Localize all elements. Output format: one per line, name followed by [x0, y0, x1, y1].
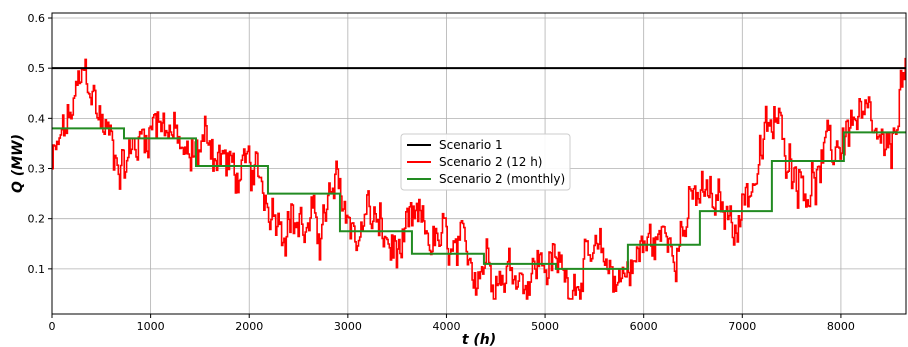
y-tick-label: 0.5 — [28, 62, 46, 75]
x-tick-label: 3000 — [334, 320, 362, 333]
x-axis-label: t (h) — [462, 332, 496, 347]
x-tick-label: 6000 — [630, 320, 658, 333]
y-tick-label: 0.6 — [28, 12, 46, 25]
x-tick-label: 2000 — [235, 320, 263, 333]
x-tick-label: 7000 — [728, 320, 756, 333]
x-tick-label: 0 — [49, 320, 56, 333]
y-tick-label: 0.1 — [28, 263, 46, 276]
y-tick-label: 0.4 — [28, 112, 46, 125]
legend-label: Scenario 2 (12 h) — [439, 155, 542, 169]
legend-label: Scenario 2 (monthly) — [439, 172, 565, 186]
series-layer — [52, 57, 906, 300]
plot-frame — [51, 12, 907, 315]
legend-label: Scenario 1 — [439, 138, 503, 152]
y-tick-label: 0.2 — [28, 213, 46, 226]
y-axis-label: Q (MW) — [10, 134, 26, 193]
x-tick-label: 1000 — [137, 320, 165, 333]
series-line-scenario-2-12-h — [52, 57, 906, 300]
legend: Scenario 1 Scenario 2 (12 h) Scenario 2 (m… — [400, 133, 571, 191]
ticks: 0 1000 2000 3000 4000 5000 6000 7000 8000 0.1 0.2 0… — [28, 12, 855, 333]
series-line-scenario-2-monthly — [52, 127, 906, 270]
x-tick-label: 5000 — [531, 320, 559, 333]
y-tick-label: 0.3 — [28, 163, 46, 176]
legend-box — [400, 133, 571, 191]
x-tick-label: 8000 — [827, 320, 855, 333]
x-tick-label: 4000 — [432, 320, 460, 333]
